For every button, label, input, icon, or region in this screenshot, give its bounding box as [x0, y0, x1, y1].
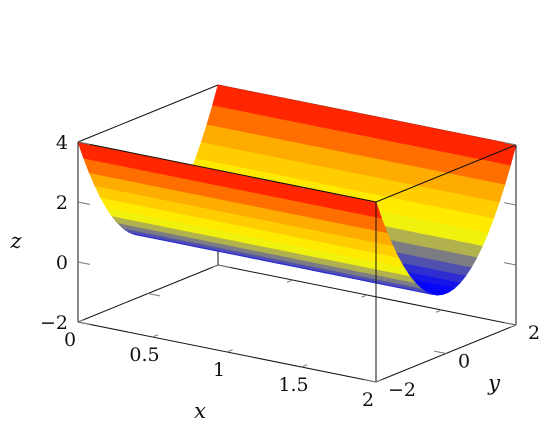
x-tick-back — [212, 264, 219, 268]
x-tick-label: 0 — [64, 329, 76, 351]
z-tick — [77, 321, 90, 325]
x-tick-back — [435, 309, 442, 313]
z-axis-label: z — [9, 229, 22, 253]
z-tick-label: 2 — [56, 192, 68, 214]
y-tick-label: 2 — [528, 322, 540, 344]
surface-patches — [77, 84, 517, 296]
z-tick-back — [504, 322, 517, 326]
x-tick-label: 2 — [362, 389, 374, 411]
z-tick — [77, 261, 90, 265]
z-tick-label: 4 — [56, 132, 68, 154]
y-tick — [364, 379, 377, 383]
y-tick-back — [147, 293, 160, 297]
left-edge-top — [77, 84, 219, 143]
x-tick — [226, 349, 233, 353]
x-tick-label: 1 — [213, 359, 225, 381]
z-tick-back — [504, 142, 517, 146]
axis-ticks — [77, 141, 517, 383]
z-tick-back — [504, 202, 517, 206]
x-tick — [152, 334, 159, 338]
y-tick-label: 0 — [458, 351, 470, 373]
y-tick-label: −2 — [388, 379, 416, 401]
x-tick-label: 0.5 — [129, 344, 159, 366]
x-tick-back — [361, 294, 368, 298]
x-tick — [301, 364, 308, 368]
x-tick-back — [510, 324, 517, 328]
x-axis-label: x — [194, 399, 206, 423]
z-tick — [77, 141, 90, 145]
y-axis-label: y — [487, 371, 501, 395]
right-edge-top — [375, 144, 517, 203]
front-edge-top — [77, 141, 377, 203]
z-tick-label: 0 — [56, 252, 68, 274]
x-tick-back — [286, 279, 293, 283]
y-tick — [434, 350, 447, 354]
x-tick — [77, 319, 84, 323]
x-tick — [375, 379, 382, 383]
z-tick-back — [504, 262, 517, 266]
x-tick-label: 1.5 — [278, 374, 308, 396]
z-tick — [77, 201, 90, 205]
y-tick-back — [217, 264, 230, 268]
z-tick-label: −2 — [40, 312, 68, 334]
